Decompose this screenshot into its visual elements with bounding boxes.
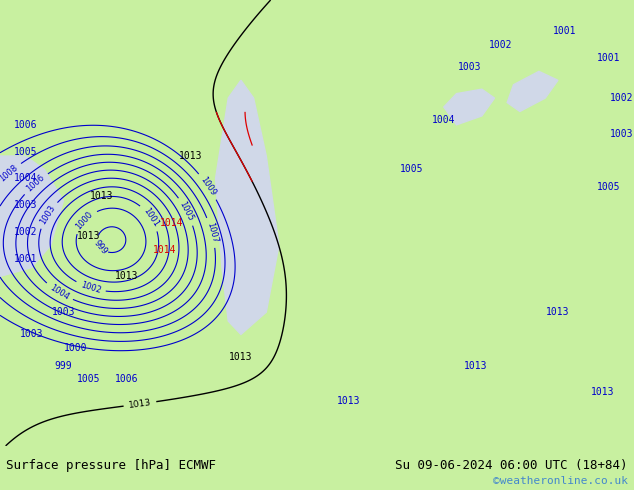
Text: 1000: 1000	[74, 210, 95, 232]
Text: Surface pressure [hPa] ECMWF: Surface pressure [hPa] ECMWF	[6, 459, 216, 472]
Text: 1006: 1006	[115, 374, 139, 384]
Text: 1002: 1002	[489, 40, 513, 49]
Text: 1013: 1013	[77, 231, 101, 242]
Text: 1001: 1001	[13, 254, 37, 264]
Text: 1004: 1004	[48, 283, 70, 302]
Text: 1013: 1013	[590, 388, 614, 397]
Text: 1002: 1002	[13, 227, 37, 237]
Text: 1003: 1003	[457, 62, 481, 72]
Text: 1013: 1013	[178, 151, 202, 161]
Text: 1013: 1013	[463, 361, 488, 370]
Text: 1003: 1003	[13, 200, 37, 210]
Text: 1003: 1003	[38, 203, 57, 226]
Text: Su 09-06-2024 06:00 UTC (18+84): Su 09-06-2024 06:00 UTC (18+84)	[395, 459, 628, 472]
Text: 1002: 1002	[609, 93, 633, 103]
Text: 1003: 1003	[51, 307, 75, 317]
Polygon shape	[0, 0, 634, 446]
Text: 1007: 1007	[205, 221, 219, 244]
Text: 1013: 1013	[337, 396, 361, 406]
Text: 1003: 1003	[609, 129, 633, 139]
Text: 1008: 1008	[0, 163, 20, 183]
Polygon shape	[444, 89, 495, 125]
Text: 1002: 1002	[79, 280, 102, 295]
Text: 1014: 1014	[153, 245, 177, 255]
Text: 1005: 1005	[178, 200, 195, 223]
Text: 1013: 1013	[546, 307, 570, 317]
Text: 1004: 1004	[13, 173, 37, 183]
Text: 1005: 1005	[597, 182, 621, 192]
Polygon shape	[0, 156, 63, 276]
Text: 1009: 1009	[198, 175, 217, 197]
Text: 1001: 1001	[552, 26, 576, 36]
Text: 1014: 1014	[159, 218, 183, 228]
Text: 1005: 1005	[77, 374, 101, 384]
Text: ©weatheronline.co.uk: ©weatheronline.co.uk	[493, 476, 628, 486]
Text: 1006: 1006	[13, 120, 37, 130]
Text: 1001: 1001	[597, 53, 621, 63]
Text: 1000: 1000	[64, 343, 88, 353]
Text: 1005: 1005	[400, 165, 424, 174]
Text: 1013: 1013	[89, 191, 113, 201]
Text: 1005: 1005	[13, 147, 37, 157]
Polygon shape	[216, 80, 279, 334]
Polygon shape	[507, 72, 558, 112]
Text: 1006: 1006	[25, 173, 46, 194]
Text: 1004: 1004	[432, 115, 456, 125]
Text: 1003: 1003	[20, 329, 44, 340]
Text: 1013: 1013	[229, 352, 253, 362]
Text: 1013: 1013	[128, 398, 152, 410]
Text: 999: 999	[55, 361, 72, 370]
Text: 1001: 1001	[141, 206, 160, 229]
Text: 1013: 1013	[115, 271, 139, 281]
Text: 999: 999	[92, 239, 109, 256]
